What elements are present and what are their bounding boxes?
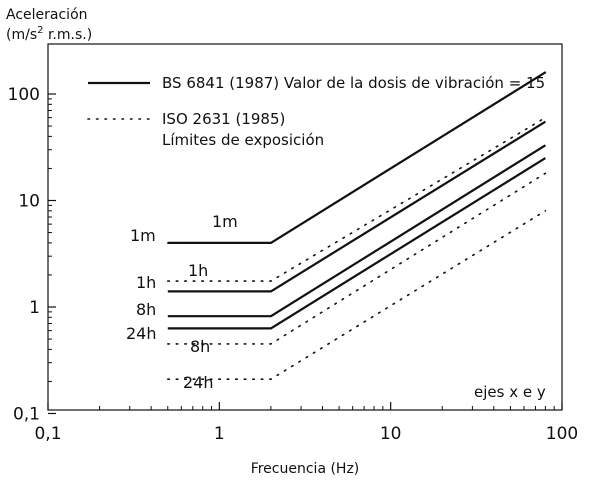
x-tick-label: 100 <box>546 424 578 444</box>
legend-label: ISO 2631 (1985) <box>162 110 285 128</box>
x-tick-label: 0,1 <box>34 424 61 444</box>
series-line-dotted-1m <box>167 71 547 244</box>
x-tick-label: 10 <box>380 424 402 444</box>
series-line-dotted-8h <box>167 172 547 345</box>
legend-label: Límites de exposición <box>162 131 324 149</box>
plot-frame <box>47 43 563 411</box>
series-line-solid-24h <box>167 157 546 330</box>
series-label-solid-8h: 8h <box>136 300 156 319</box>
series-label-solid-1m: 1m <box>130 226 156 245</box>
y-tick-label: 10 <box>18 192 40 212</box>
series-label-solid-1h: 1h <box>136 273 156 292</box>
axes-annotation: ejes x e y <box>474 383 546 401</box>
series-line-solid-1h <box>167 120 546 293</box>
series-label-dotted-24h: 24h <box>183 373 214 392</box>
series-line-solid-8h <box>167 144 546 318</box>
y-axis-title-line2: (m/s2 r.m.s.) <box>6 25 92 43</box>
y-tick-label: 1 <box>29 298 40 318</box>
legend-label: BS 6841 (1987) Valor de la dosis de vibr… <box>162 74 545 92</box>
series-line-dotted-1h <box>167 116 547 282</box>
series-label-dotted-1h: 1h <box>188 261 208 280</box>
series-line-dotted-24h <box>167 210 547 381</box>
y-axis-title-line1: Aceleración <box>6 7 88 23</box>
y-tick-label: 0,1 <box>13 405 40 425</box>
x-axis-title: Frecuencia (Hz) <box>251 461 360 477</box>
plot-area: 0,1 1 10 100 0,1 1 10 100 Aceleración (m/s2 r.m.s… <box>6 7 578 477</box>
y-tick-label: 100 <box>8 85 40 105</box>
series-label-dotted-8h: 8h <box>190 337 210 356</box>
x-tick-label: 1 <box>214 424 225 444</box>
series-label-dotted-1m: 1m <box>212 212 238 231</box>
series-label-solid-24h: 24h <box>126 324 157 343</box>
